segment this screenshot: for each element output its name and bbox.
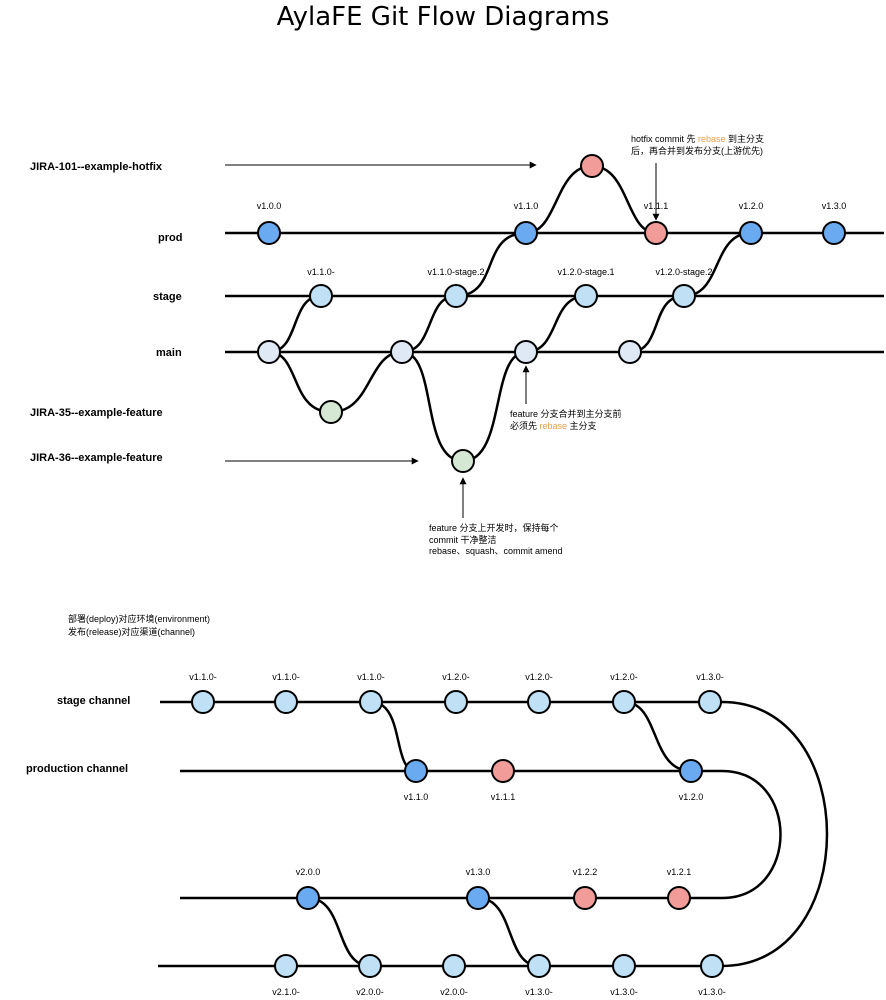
feature-note-line-3: rebase、squash、commit amend xyxy=(429,546,563,556)
stage-channel-node-6 xyxy=(612,690,636,714)
lane-label-stage: stage xyxy=(153,291,182,303)
production-channel-tag-2: v1.1.1 xyxy=(491,792,516,802)
lane-label-production-channel: production channel xyxy=(26,763,128,775)
lane4-tag-1: v2.1.0- xyxy=(272,987,300,997)
lane4-node-2 xyxy=(358,954,382,978)
stage-channel-node-1 xyxy=(191,690,215,714)
commit-node-stage-3 xyxy=(574,284,598,308)
lane3-node-2 xyxy=(466,886,490,910)
stage-channel-tag-2: v1.1.0- xyxy=(272,672,300,682)
lane4-tag-5: v1.3.0- xyxy=(610,987,638,997)
stage-channel-node-3 xyxy=(359,690,383,714)
lane-label-feature-36: JIRA-36--example-feature xyxy=(30,452,163,464)
tag-prod-v110: v1.1.0 xyxy=(514,201,539,211)
lane4-node-3 xyxy=(442,954,466,978)
lane3-tag-2: v1.3.0 xyxy=(466,867,491,877)
tag-prod-v100: v1.0.0 xyxy=(257,201,282,211)
lane-label-main: main xyxy=(156,347,182,359)
commit-node-stage-1 xyxy=(309,284,333,308)
stage-channel-node-7 xyxy=(698,690,722,714)
commit-node-prod-v111 xyxy=(644,221,668,245)
commit-node-main-1 xyxy=(257,340,281,364)
commit-node-prod-v110 xyxy=(514,221,538,245)
lane-label-feature-35: JIRA-35--example-feature xyxy=(30,407,163,419)
production-channel-node-3 xyxy=(679,759,703,783)
lane-label-stage-channel: stage channel xyxy=(57,695,130,707)
lane4-node-6 xyxy=(700,954,724,978)
tag-prod-v120: v1.2.0 xyxy=(739,201,764,211)
commit-node-main-3 xyxy=(514,340,538,364)
merge-note-line-1: feature 分支合并到主分支前 xyxy=(510,408,622,419)
tag-stage-4: v1.2.0-stage.2 xyxy=(655,267,712,277)
stage-channel-tag-4: v1.2.0- xyxy=(442,672,470,682)
lane4-node-1 xyxy=(274,954,298,978)
lane4-node-4 xyxy=(527,954,551,978)
tag-stage-1: v1.1.0- xyxy=(307,267,335,277)
stage-channel-tag-5: v1.2.0- xyxy=(525,672,553,682)
intro-line-2: 发布(release)对应渠道(channel) xyxy=(68,626,195,637)
stage-channel-tag-1: v1.1.0- xyxy=(189,672,217,682)
lane3-node-1 xyxy=(296,886,320,910)
hotfix-note-line-1: hotfix commit 先 rebase 到主分支 xyxy=(631,133,764,144)
main-to-stage-3-path xyxy=(525,294,587,354)
lane4-tag-6: v1.3.0- xyxy=(698,987,726,997)
commit-node-main-4 xyxy=(618,340,642,364)
stage-channel-tag-6: v1.2.0- xyxy=(610,672,638,682)
commit-node-prod-v120 xyxy=(739,221,763,245)
lane4-tag-4: v1.3.0- xyxy=(525,987,553,997)
stage-channel-tag-3: v1.1.0- xyxy=(357,672,385,682)
stage-to-production-2-path xyxy=(623,700,692,773)
top-diagram: JIRA-101--example-hotfix prod stage main… xyxy=(30,133,884,556)
hotfix-note-line-2: 后，再合并到发布分支(上游优先) xyxy=(631,145,763,156)
lane3-to-lane4-1-path xyxy=(307,896,371,968)
commit-node-feature-36 xyxy=(451,449,475,473)
stage-to-prod-1-path xyxy=(455,231,527,298)
stage-channel-node-4 xyxy=(444,690,468,714)
production-channel-node-2 xyxy=(491,759,515,783)
lane-label-hotfix: JIRA-101--example-hotfix xyxy=(30,161,163,173)
stage-to-prod-2-path xyxy=(683,231,752,298)
lane3-node-4 xyxy=(667,886,691,910)
tag-prod-v111: v1.1.1 xyxy=(644,201,669,211)
commit-node-main-2 xyxy=(390,340,414,364)
lane3-tag-4: v1.2.1 xyxy=(667,867,692,877)
tag-prod-v130: v1.3.0 xyxy=(822,201,847,211)
lane4-tag-3: v2.0.0- xyxy=(440,987,468,997)
commit-node-feature-35 xyxy=(319,400,343,424)
production-channel-node-1 xyxy=(404,759,428,783)
commit-node-prod-v130 xyxy=(822,221,846,245)
lane-label-prod: prod xyxy=(158,232,182,244)
commit-node-stage-2 xyxy=(444,284,468,308)
tag-stage-3: v1.2.0-stage.1 xyxy=(557,267,614,277)
production-channel-tag-1: v1.1.0 xyxy=(404,792,429,802)
feature-note-line-2: commit 干净整洁 xyxy=(429,534,497,545)
stage-channel-node-5 xyxy=(527,690,551,714)
feature-note-line-1: feature 分支上开发时，保持每个 xyxy=(429,522,559,533)
commit-node-prod-v100 xyxy=(257,221,281,245)
merge-note-line-2: 必须先 rebase 主分支 xyxy=(510,420,597,431)
tag-stage-2: v1.1.0-stage.2 xyxy=(427,267,484,277)
commit-node-stage-4 xyxy=(672,284,696,308)
lane3-tag-3: v1.2.2 xyxy=(573,867,598,877)
intro-line-1: 部署(deploy)对应环境(environment) xyxy=(68,613,210,624)
lane4-tag-2: v2.0.0- xyxy=(356,987,384,997)
stage-channel-tag-7: v1.3.0- xyxy=(696,672,724,682)
lane3-node-3 xyxy=(573,886,597,910)
stage-channel-node-2 xyxy=(274,690,298,714)
stage-to-production-1-path xyxy=(370,700,417,773)
production-loop-path xyxy=(679,769,782,900)
production-channel-tag-3: v1.2.0 xyxy=(679,792,704,802)
lane3-tag-1: v2.0.0 xyxy=(296,867,321,877)
lane3-to-lane4-2-path xyxy=(477,896,540,968)
lane4-node-5 xyxy=(612,954,636,978)
stage-loop-path xyxy=(710,700,829,968)
feature-36-branch-path xyxy=(401,350,527,463)
commit-node-hotfix xyxy=(580,154,604,178)
bottom-diagram: 部署(deploy)对应环境(environment) 发布(release)对… xyxy=(26,613,829,997)
page-title: AylaFE Git Flow Diagrams xyxy=(276,2,610,32)
